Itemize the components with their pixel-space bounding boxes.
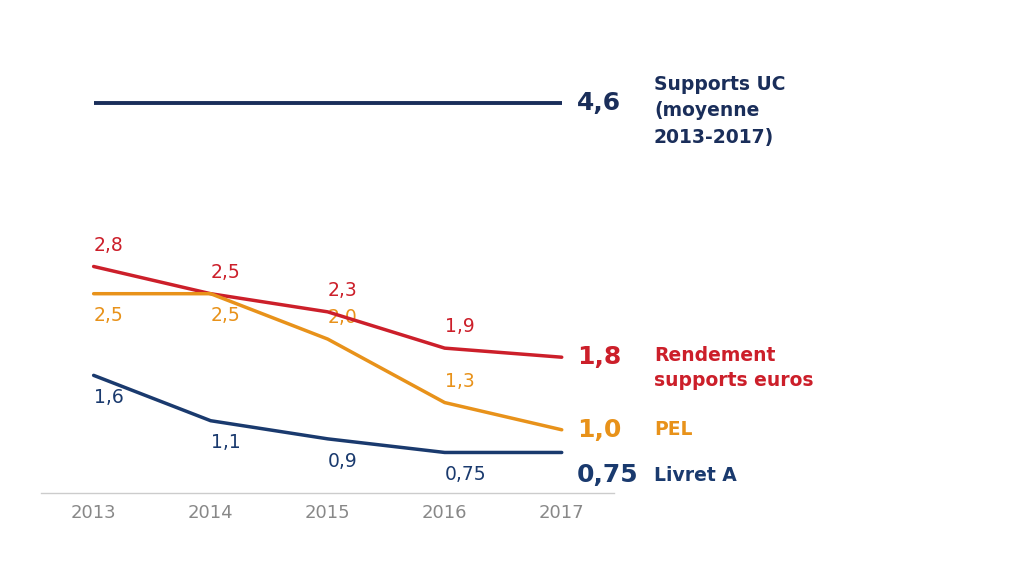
Text: 0,75: 0,75: [578, 463, 639, 487]
Text: 2,5: 2,5: [211, 263, 241, 282]
Text: 1,8: 1,8: [578, 345, 622, 369]
Text: 2,8: 2,8: [93, 236, 123, 255]
Text: 2,5: 2,5: [211, 306, 241, 325]
Text: 1,0: 1,0: [578, 418, 622, 442]
Text: 1,1: 1,1: [211, 433, 241, 452]
Text: 2,5: 2,5: [93, 306, 123, 325]
Text: 1,9: 1,9: [444, 318, 474, 336]
Text: 4,6: 4,6: [578, 91, 622, 115]
Text: 2,3: 2,3: [328, 281, 357, 300]
Text: Rendement
supports euros: Rendement supports euros: [654, 346, 813, 390]
Text: 2,0: 2,0: [328, 308, 357, 327]
Text: 1,3: 1,3: [444, 372, 474, 391]
Text: 1,6: 1,6: [93, 388, 123, 407]
Text: 0,75: 0,75: [444, 465, 486, 484]
Text: Livret A: Livret A: [654, 466, 736, 485]
Text: 0,9: 0,9: [328, 451, 357, 471]
Text: Supports UC
(moyenne
2013-2017): Supports UC (moyenne 2013-2017): [654, 75, 785, 147]
Text: PEL: PEL: [654, 420, 692, 439]
